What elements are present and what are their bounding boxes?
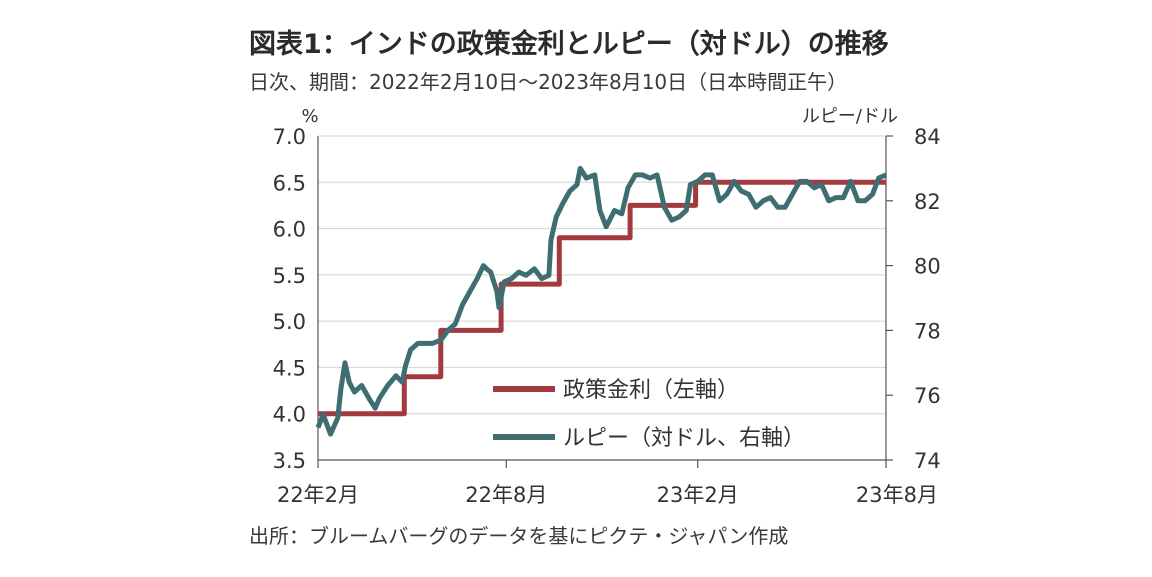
y-left-tick-label: 3.5	[273, 449, 306, 473]
y-right-tick-label: 78	[914, 319, 941, 343]
y-left-tick-label: 7.0	[273, 125, 306, 149]
y-right-tick-label: 76	[914, 384, 941, 408]
source-note: 出所：ブルームバーグのデータを基にピクテ・ジャパン作成	[249, 524, 789, 548]
legend-label: 政策金利（左軸）	[563, 378, 739, 403]
y-left-tick-label: 6.0	[273, 218, 306, 242]
x-tick-label: 23年8月	[856, 483, 938, 507]
page-title: 図表1：インドの政策金利とルピー（対ドル）の推移	[249, 29, 889, 60]
axes: 3.5 4.0 4.5 5.0 5.5 6.0 6.5 7.0 74 76 78 80 82 84% ルピー…	[273, 106, 941, 507]
y-left-tick-label: 6.5	[273, 171, 306, 195]
y-left-tick-label: 4.0	[273, 403, 306, 427]
x-tick-label: 23年2月	[657, 483, 739, 507]
y-left-unit: %	[301, 106, 318, 127]
legend: 政策金利（左軸） ルピー（対ドル、右軸）	[493, 378, 805, 451]
y-right-tick-label: 84	[914, 125, 941, 149]
y-right-tick-label: 80	[914, 255, 941, 279]
y-left-tick-label: 5.5	[273, 264, 306, 288]
y-left-tick-label: 4.5	[273, 356, 306, 380]
x-tick-label: 22年2月	[277, 483, 359, 507]
y-left-tick-label: 5.0	[273, 310, 306, 334]
y-right-tick-label: 82	[914, 190, 941, 214]
chart-subtitle: 日次、期間：2022年2月10日～2023年8月10日（日本時間正午）	[249, 70, 848, 94]
x-tick-label: 22年8月	[465, 483, 547, 507]
series-layer	[315, 165, 888, 437]
y-right-tick-label: 74	[914, 449, 941, 473]
legend-label: ルピー（対ドル、右軸）	[563, 426, 805, 451]
rupee-line	[315, 165, 888, 437]
y-right-unit: ルピー/ドル	[802, 106, 898, 127]
